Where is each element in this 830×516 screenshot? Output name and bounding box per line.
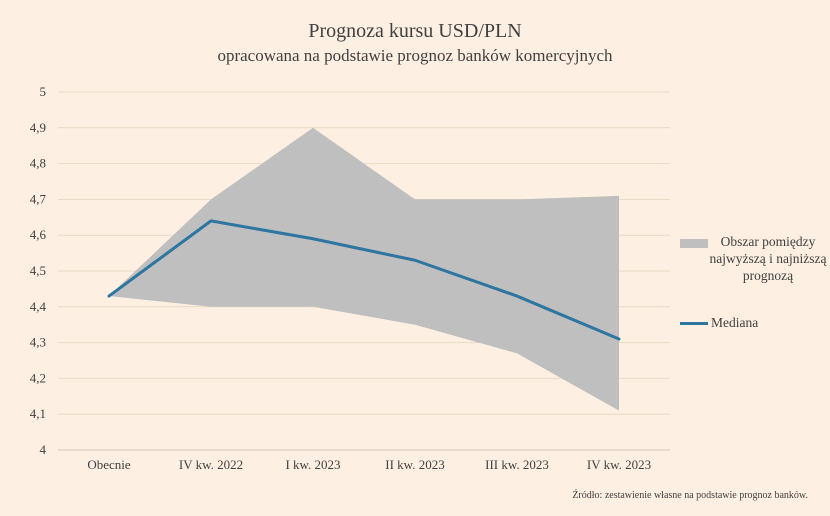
y-tick-label: 4	[40, 442, 47, 457]
y-tick-label: 4,3	[30, 335, 46, 350]
median-line	[107, 219, 621, 341]
legend-median-swatch	[680, 322, 708, 325]
legend-item-band: Obszar pomiędzy najwyższą i najniższą pr…	[680, 233, 830, 303]
y-tick-label: 4,2	[30, 370, 46, 385]
chart-title: Prognoza kursu USD/PLN	[308, 20, 522, 42]
source-note: Źródło: zestawienie własne na podstawie …	[572, 490, 808, 501]
y-axis-ticks: 4 4,1 4,2 4,3 4,4 4,5 4,6 4,7 4,8 4,9 5	[30, 84, 47, 457]
x-axis-ticks: Obecnie IV kw. 2022 I kw. 2023 II kw. 2023 I…	[87, 457, 651, 472]
median-line-layer	[107, 219, 621, 341]
y-tick-label: 4,1	[30, 406, 46, 421]
legend-median-label: Mediana	[711, 315, 759, 330]
y-tick-label: 5	[40, 84, 47, 99]
chart-subtitle: opracowana na podstawie prognoz banków k…	[217, 46, 613, 65]
y-tick-label: 4,5	[30, 263, 46, 278]
y-tick-label: 4,4	[30, 299, 47, 314]
x-tick-label: II kw. 2023	[385, 457, 444, 472]
legend-band-label: Obszar pomiędzy najwyższą i najniższą pr…	[709, 234, 827, 283]
x-tick-label: IV kw. 2023	[587, 457, 651, 472]
y-tick-label: 4,8	[30, 156, 46, 171]
range-band-layer	[109, 127, 619, 411]
x-tick-label: I kw. 2023	[285, 457, 340, 472]
legend-item-median: Mediana	[680, 315, 830, 333]
x-tick-label: Obecnie	[87, 457, 131, 472]
legend: Obszar pomiędzy najwyższą i najniższą pr…	[680, 233, 830, 333]
x-tick-label: IV kw. 2022	[179, 457, 243, 472]
legend-band-swatch	[680, 239, 708, 248]
x-tick-label: III kw. 2023	[485, 457, 549, 472]
y-tick-label: 4,6	[30, 227, 47, 242]
y-tick-label: 4,7	[30, 191, 47, 206]
y-tick-label: 4,9	[30, 120, 46, 135]
range-band	[109, 127, 619, 411]
